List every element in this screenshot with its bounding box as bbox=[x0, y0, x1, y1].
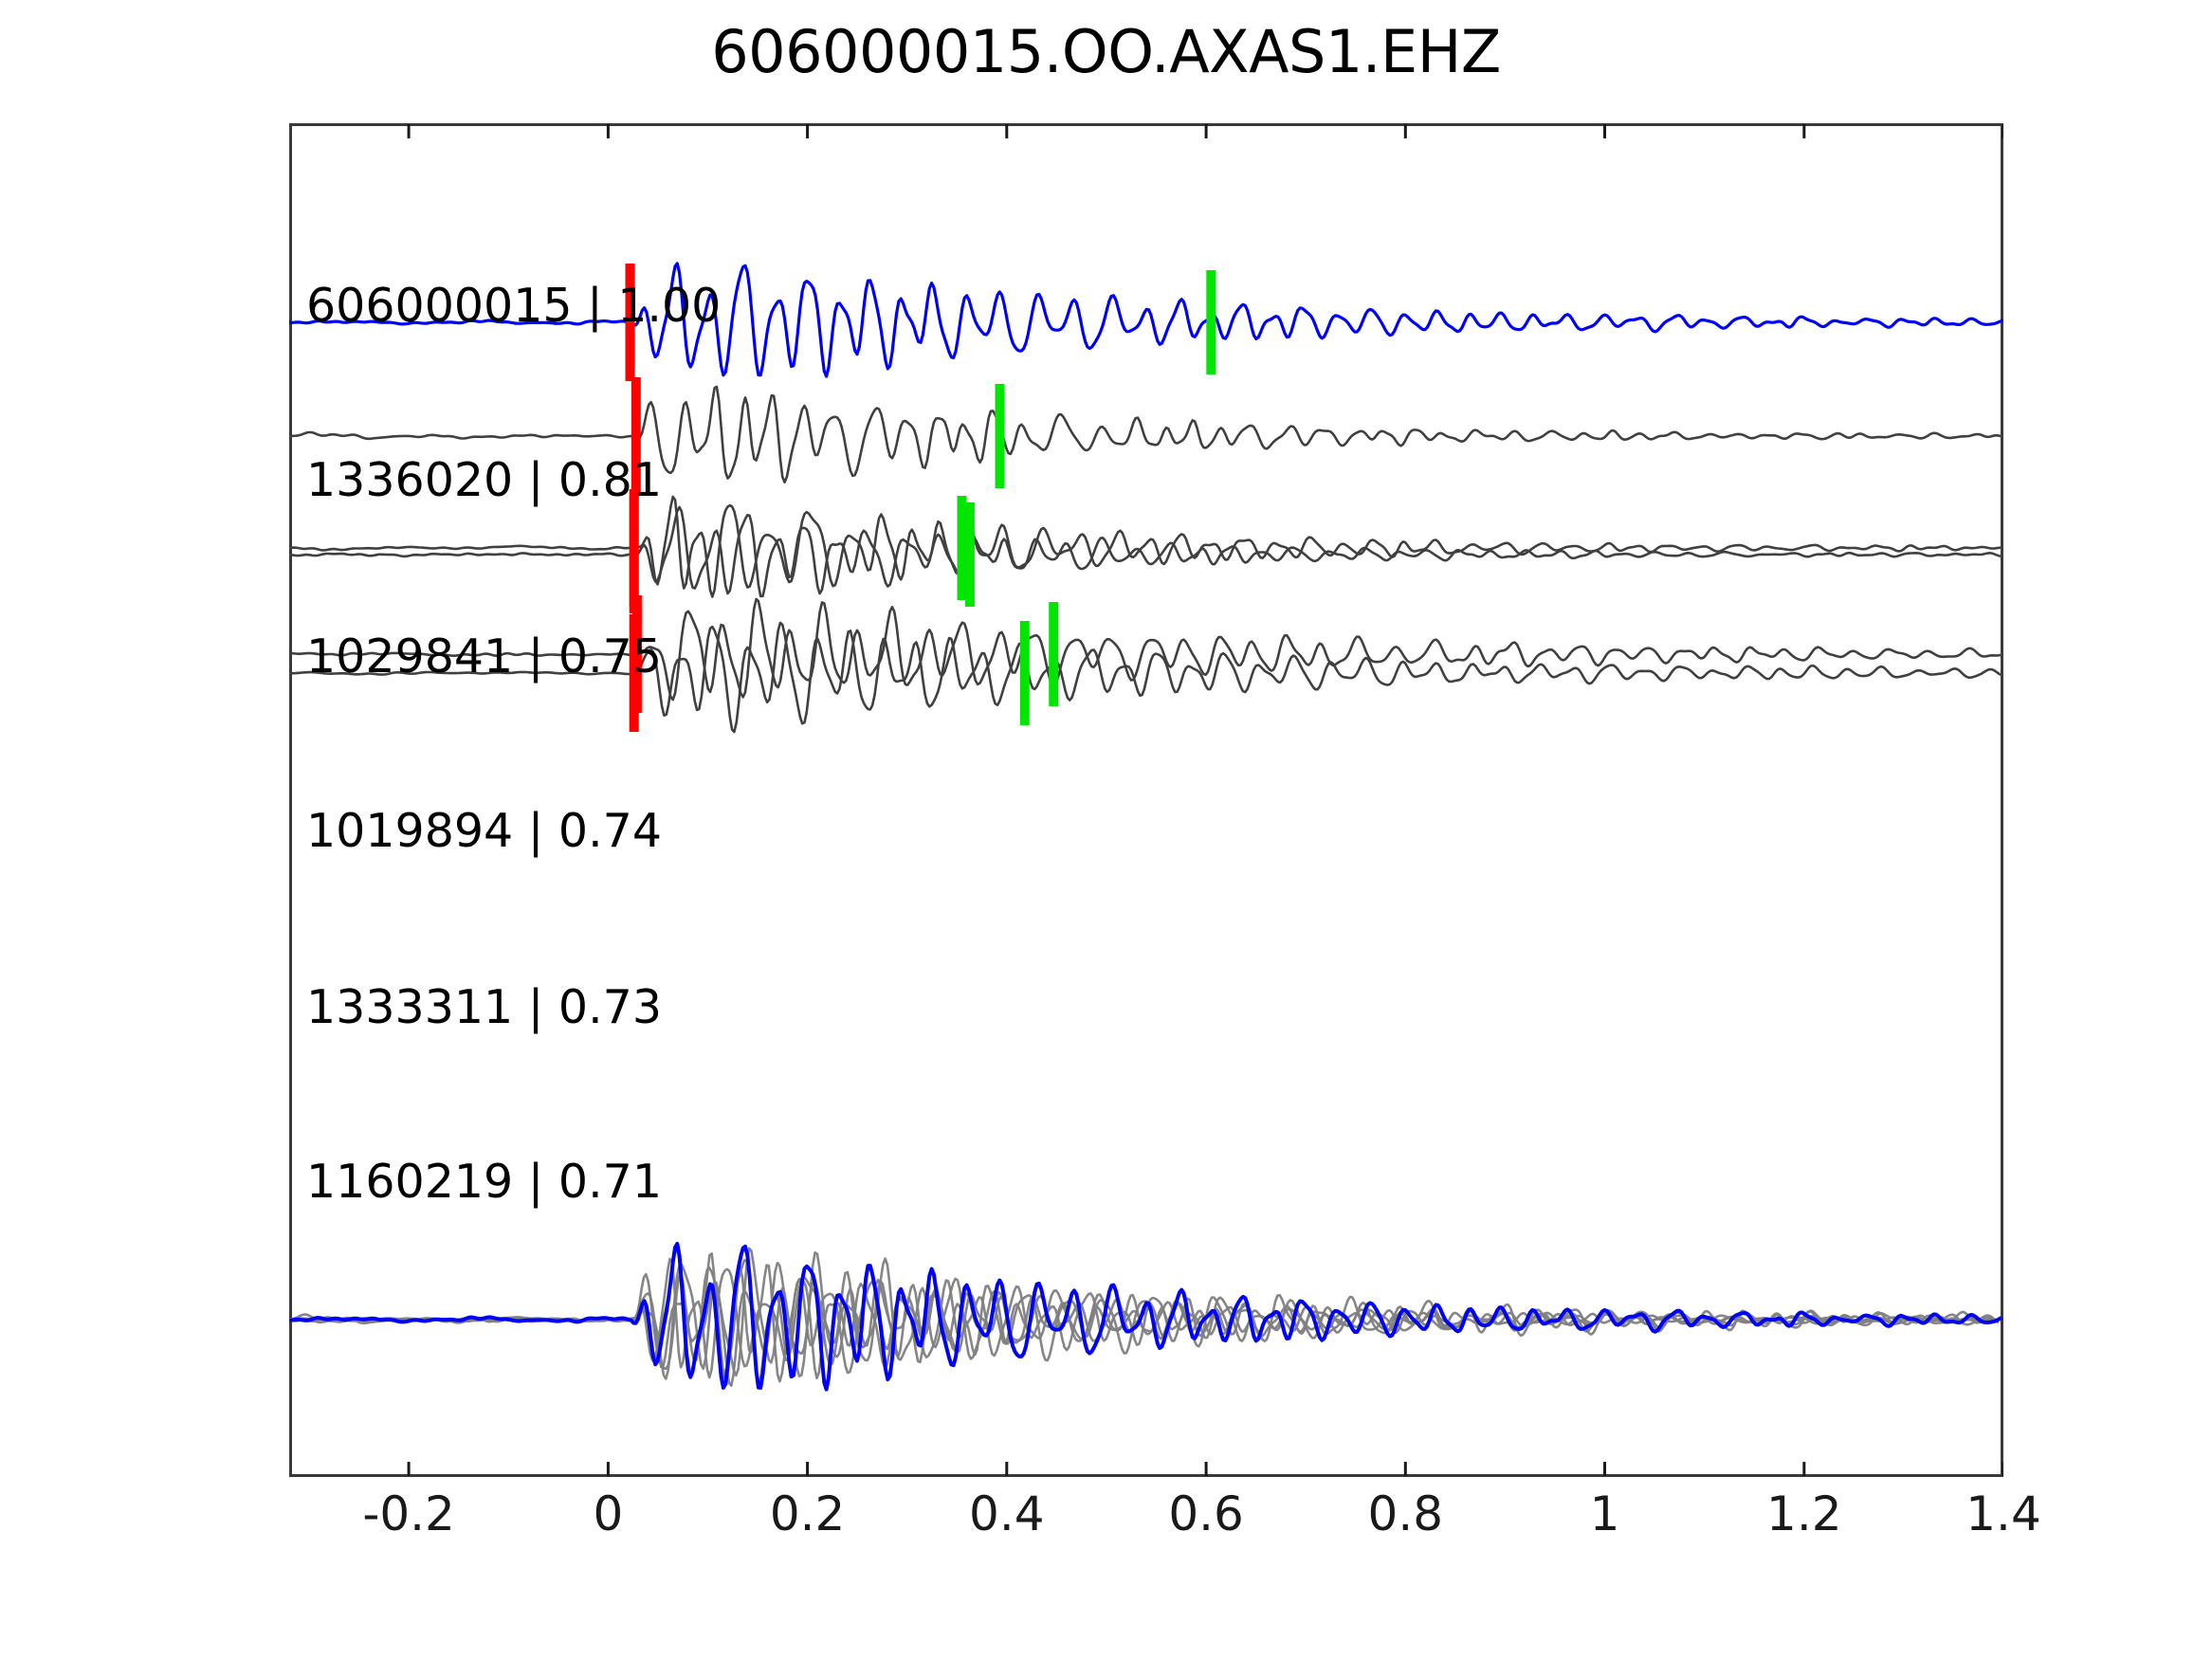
pick-marker-s-1160219 bbox=[1049, 602, 1059, 706]
axes-frame bbox=[289, 123, 2003, 1477]
page-title: 606000015.OO.AXAS1.EHZ bbox=[711, 17, 1501, 86]
trace-label-1029841: 1029841 | 0.75 bbox=[306, 629, 662, 684]
plot-axes: 606000015 | 1.00 1336020 | 0.81 1029841 | … bbox=[289, 123, 2003, 1477]
waveform-trace-1029841 bbox=[289, 505, 2003, 598]
waveform-trace-1333311 bbox=[289, 621, 2003, 734]
stack-trace-1333311 bbox=[289, 1262, 2000, 1387]
waveform-trace-1160219 bbox=[289, 597, 2003, 702]
pick-marker-s-1019894 bbox=[957, 496, 967, 600]
xtick-label-0.8: 0.8 bbox=[1367, 1486, 1444, 1541]
trace-label-606000015: 606000015 | 1.00 bbox=[306, 279, 722, 333]
xaxis-tick-labels: -0.2 0 0.2 0.4 0.6 0.8 1 1.2 1.4 bbox=[289, 1486, 2040, 1553]
trace-label-1019894: 1019894 | 0.74 bbox=[306, 804, 662, 858]
xtick-label-0.4: 0.4 bbox=[969, 1486, 1045, 1541]
waveform-trace-1336020 bbox=[289, 385, 2003, 483]
waveform-canvas bbox=[289, 124, 2003, 1476]
stack-trace-template bbox=[289, 1242, 2003, 1392]
pick-marker-p-606000015 bbox=[625, 264, 635, 381]
xtick-label-0.2: 0.2 bbox=[769, 1486, 846, 1541]
trace-label-1160219: 1160219 | 0.71 bbox=[306, 1155, 662, 1209]
pick-marker-p-1019894 bbox=[629, 489, 639, 607]
xtick-label-0.6: 0.6 bbox=[1168, 1486, 1244, 1541]
waveform-trace-1019894 bbox=[289, 495, 2003, 598]
pick-marker-p-1160219 bbox=[631, 595, 642, 713]
stack-overlay-group bbox=[289, 1242, 2003, 1392]
trace-label-1336020: 1336020 | 0.81 bbox=[306, 453, 662, 507]
pick-marker-s-1336020 bbox=[995, 384, 1005, 488]
xtick-group bbox=[407, 124, 2003, 1476]
pick-marker-group bbox=[625, 264, 1216, 732]
trace-label-1333311: 1333311 | 0.73 bbox=[306, 980, 662, 1034]
pick-marker-s-1333311 bbox=[1019, 621, 1030, 725]
xtick-label--0.2: -0.2 bbox=[362, 1486, 455, 1541]
xtick-label-1.2: 1.2 bbox=[1766, 1486, 1842, 1541]
xtick-label-1: 1 bbox=[1589, 1486, 1620, 1541]
waveform-trace-606000015 bbox=[289, 262, 2003, 378]
pick-marker-s-1029841 bbox=[964, 502, 975, 607]
xtick-label-1.4: 1.4 bbox=[1965, 1486, 2041, 1541]
xtick-label-0: 0 bbox=[593, 1486, 624, 1541]
pick-marker-p-1336020 bbox=[631, 377, 641, 495]
pick-marker-s-606000015 bbox=[1206, 270, 1216, 374]
trace-group bbox=[289, 262, 2003, 734]
